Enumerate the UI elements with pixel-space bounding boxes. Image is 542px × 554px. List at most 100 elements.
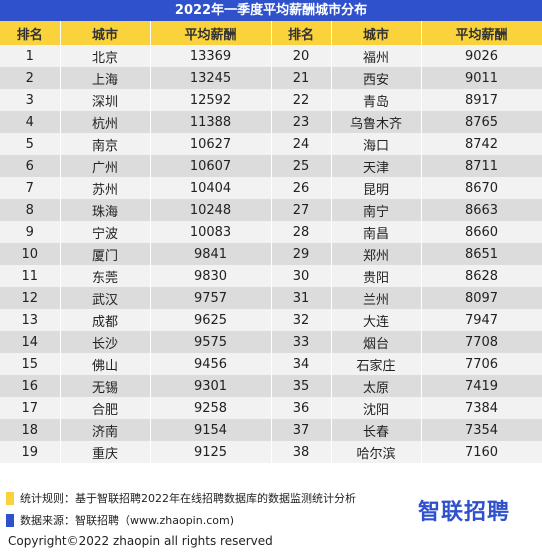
cell-rank-left: 9 [0, 221, 61, 243]
cell-rank-right: 24 [271, 133, 332, 155]
cell-city-right: 西安 [331, 67, 422, 89]
header-salary-left: 平均薪酬 [150, 21, 272, 45]
cell-rank-right: 20 [271, 45, 332, 67]
cell-salary-left: 9830 [150, 265, 272, 287]
cell-city-left: 东莞 [60, 265, 151, 287]
cell-rank-right: 21 [271, 67, 332, 89]
cell-rank-right: 29 [271, 243, 332, 265]
cell-rank-left: 1 [0, 45, 61, 67]
cell-city-right: 海口 [331, 133, 422, 155]
cell-city-right: 太原 [331, 375, 422, 397]
cell-salary-left: 9841 [150, 243, 272, 265]
cell-salary-right: 9011 [421, 67, 542, 89]
zhaopin-logo: 智联招聘 [417, 500, 510, 525]
header-salary-right: 平均薪酬 [421, 21, 542, 45]
table-row: 4 杭州 11388 23 乌鲁木齐 8765 [0, 111, 542, 133]
cell-salary-left: 11388 [150, 111, 272, 133]
cell-rank-right: 33 [271, 331, 332, 353]
cell-salary-left: 13369 [150, 45, 272, 67]
cell-salary-left: 9154 [150, 419, 272, 441]
cell-city-right: 青岛 [331, 89, 422, 111]
cell-rank-right: 32 [271, 309, 332, 331]
cell-rank-right: 34 [271, 353, 332, 375]
cell-salary-left: 12592 [150, 89, 272, 111]
cell-salary-right: 8742 [421, 133, 542, 155]
table-row: 15 佛山 9456 34 石家庄 7706 [0, 353, 542, 375]
cell-salary-right: 8628 [421, 265, 542, 287]
cell-salary-left: 9456 [150, 353, 272, 375]
cell-city-left: 苏州 [60, 177, 151, 199]
cell-salary-left: 10607 [150, 155, 272, 177]
cell-salary-right: 7160 [421, 441, 542, 463]
cell-salary-right: 9026 [421, 45, 542, 67]
cell-rank-right: 31 [271, 287, 332, 309]
cell-salary-right: 7947 [421, 309, 542, 331]
cell-rank-right: 22 [271, 89, 332, 111]
cell-rank-left: 8 [0, 199, 61, 221]
cell-salary-left: 9757 [150, 287, 272, 309]
cell-rank-left: 6 [0, 155, 61, 177]
table-row: 16 无锡 9301 35 太原 7419 [0, 375, 542, 397]
cell-rank-left: 16 [0, 375, 61, 397]
salary-ranking-table: 排名 城市 平均薪酬 排名 城市 平均薪酬 1 北京 13369 20 福州 9026 2 上… [0, 21, 542, 463]
cell-rank-right: 30 [271, 265, 332, 287]
table-title: 2022年一季度平均薪酬城市分布 [0, 0, 542, 21]
table-row: 7 苏州 10404 26 昆明 8670 [0, 177, 542, 199]
cell-city-left: 深圳 [60, 89, 151, 111]
cell-city-left: 合肥 [60, 397, 151, 419]
cell-rank-right: 27 [271, 199, 332, 221]
cell-city-left: 杭州 [60, 111, 151, 133]
cell-salary-left: 9301 [150, 375, 272, 397]
cell-rank-right: 37 [271, 419, 332, 441]
source-note: 数据来源：智联招聘（www.zhaopin.com) [6, 512, 234, 528]
cell-salary-left: 10404 [150, 177, 272, 199]
cell-city-left: 长沙 [60, 331, 151, 353]
cell-salary-left: 10248 [150, 199, 272, 221]
cell-city-right: 南昌 [331, 221, 422, 243]
table-row: 3 深圳 12592 22 青岛 8917 [0, 89, 542, 111]
cell-city-right: 贵阳 [331, 265, 422, 287]
cell-city-right: 长春 [331, 419, 422, 441]
cell-salary-left: 9625 [150, 309, 272, 331]
footer: 统计规则：基于智联招聘2022年在线招聘数据库的数据监测统计分析 数据来源：智联… [0, 462, 542, 532]
cell-rank-left: 11 [0, 265, 61, 287]
cell-salary-left: 13245 [150, 67, 272, 89]
cell-salary-left: 9125 [150, 441, 272, 463]
cell-city-right: 昆明 [331, 177, 422, 199]
cell-salary-right: 7384 [421, 397, 542, 419]
cell-city-right: 南宁 [331, 199, 422, 221]
cell-city-left: 成都 [60, 309, 151, 331]
cell-city-left: 厦门 [60, 243, 151, 265]
table-row: 10 厦门 9841 29 郑州 8651 [0, 243, 542, 265]
cell-salary-right: 7708 [421, 331, 542, 353]
cell-city-left: 重庆 [60, 441, 151, 463]
table-row: 13 成都 9625 32 大连 7947 [0, 309, 542, 331]
cell-salary-right: 7419 [421, 375, 542, 397]
cell-city-left: 武汉 [60, 287, 151, 309]
source-swatch [6, 513, 14, 527]
cell-rank-left: 2 [0, 67, 61, 89]
cell-rank-left: 19 [0, 441, 61, 463]
cell-salary-right: 8670 [421, 177, 542, 199]
table-row: 1 北京 13369 20 福州 9026 [0, 45, 542, 67]
cell-rank-left: 12 [0, 287, 61, 309]
table-body: 1 北京 13369 20 福州 9026 2 上海 13245 21 西安 9011 3 深圳 12592… [0, 45, 542, 463]
cell-rank-right: 26 [271, 177, 332, 199]
cell-salary-right: 8711 [421, 155, 542, 177]
table-row: 11 东莞 9830 30 贵阳 8628 [0, 265, 542, 287]
cell-city-left: 广州 [60, 155, 151, 177]
header-rank-left: 排名 [0, 21, 61, 45]
cell-city-left: 无锡 [60, 375, 151, 397]
cell-rank-left: 10 [0, 243, 61, 265]
header-city-left: 城市 [60, 21, 151, 45]
table-row: 6 广州 10607 25 天津 8711 [0, 155, 542, 177]
header-city-right: 城市 [331, 21, 422, 45]
table-row: 8 珠海 10248 27 南宁 8663 [0, 199, 542, 221]
cell-rank-left: 18 [0, 419, 61, 441]
table-header-row: 排名 城市 平均薪酬 排名 城市 平均薪酬 [0, 21, 542, 45]
cell-rank-left: 7 [0, 177, 61, 199]
table-row: 19 重庆 9125 38 哈尔滨 7160 [0, 441, 542, 463]
cell-rank-right: 28 [271, 221, 332, 243]
cell-city-right: 石家庄 [331, 353, 422, 375]
cell-city-right: 大连 [331, 309, 422, 331]
